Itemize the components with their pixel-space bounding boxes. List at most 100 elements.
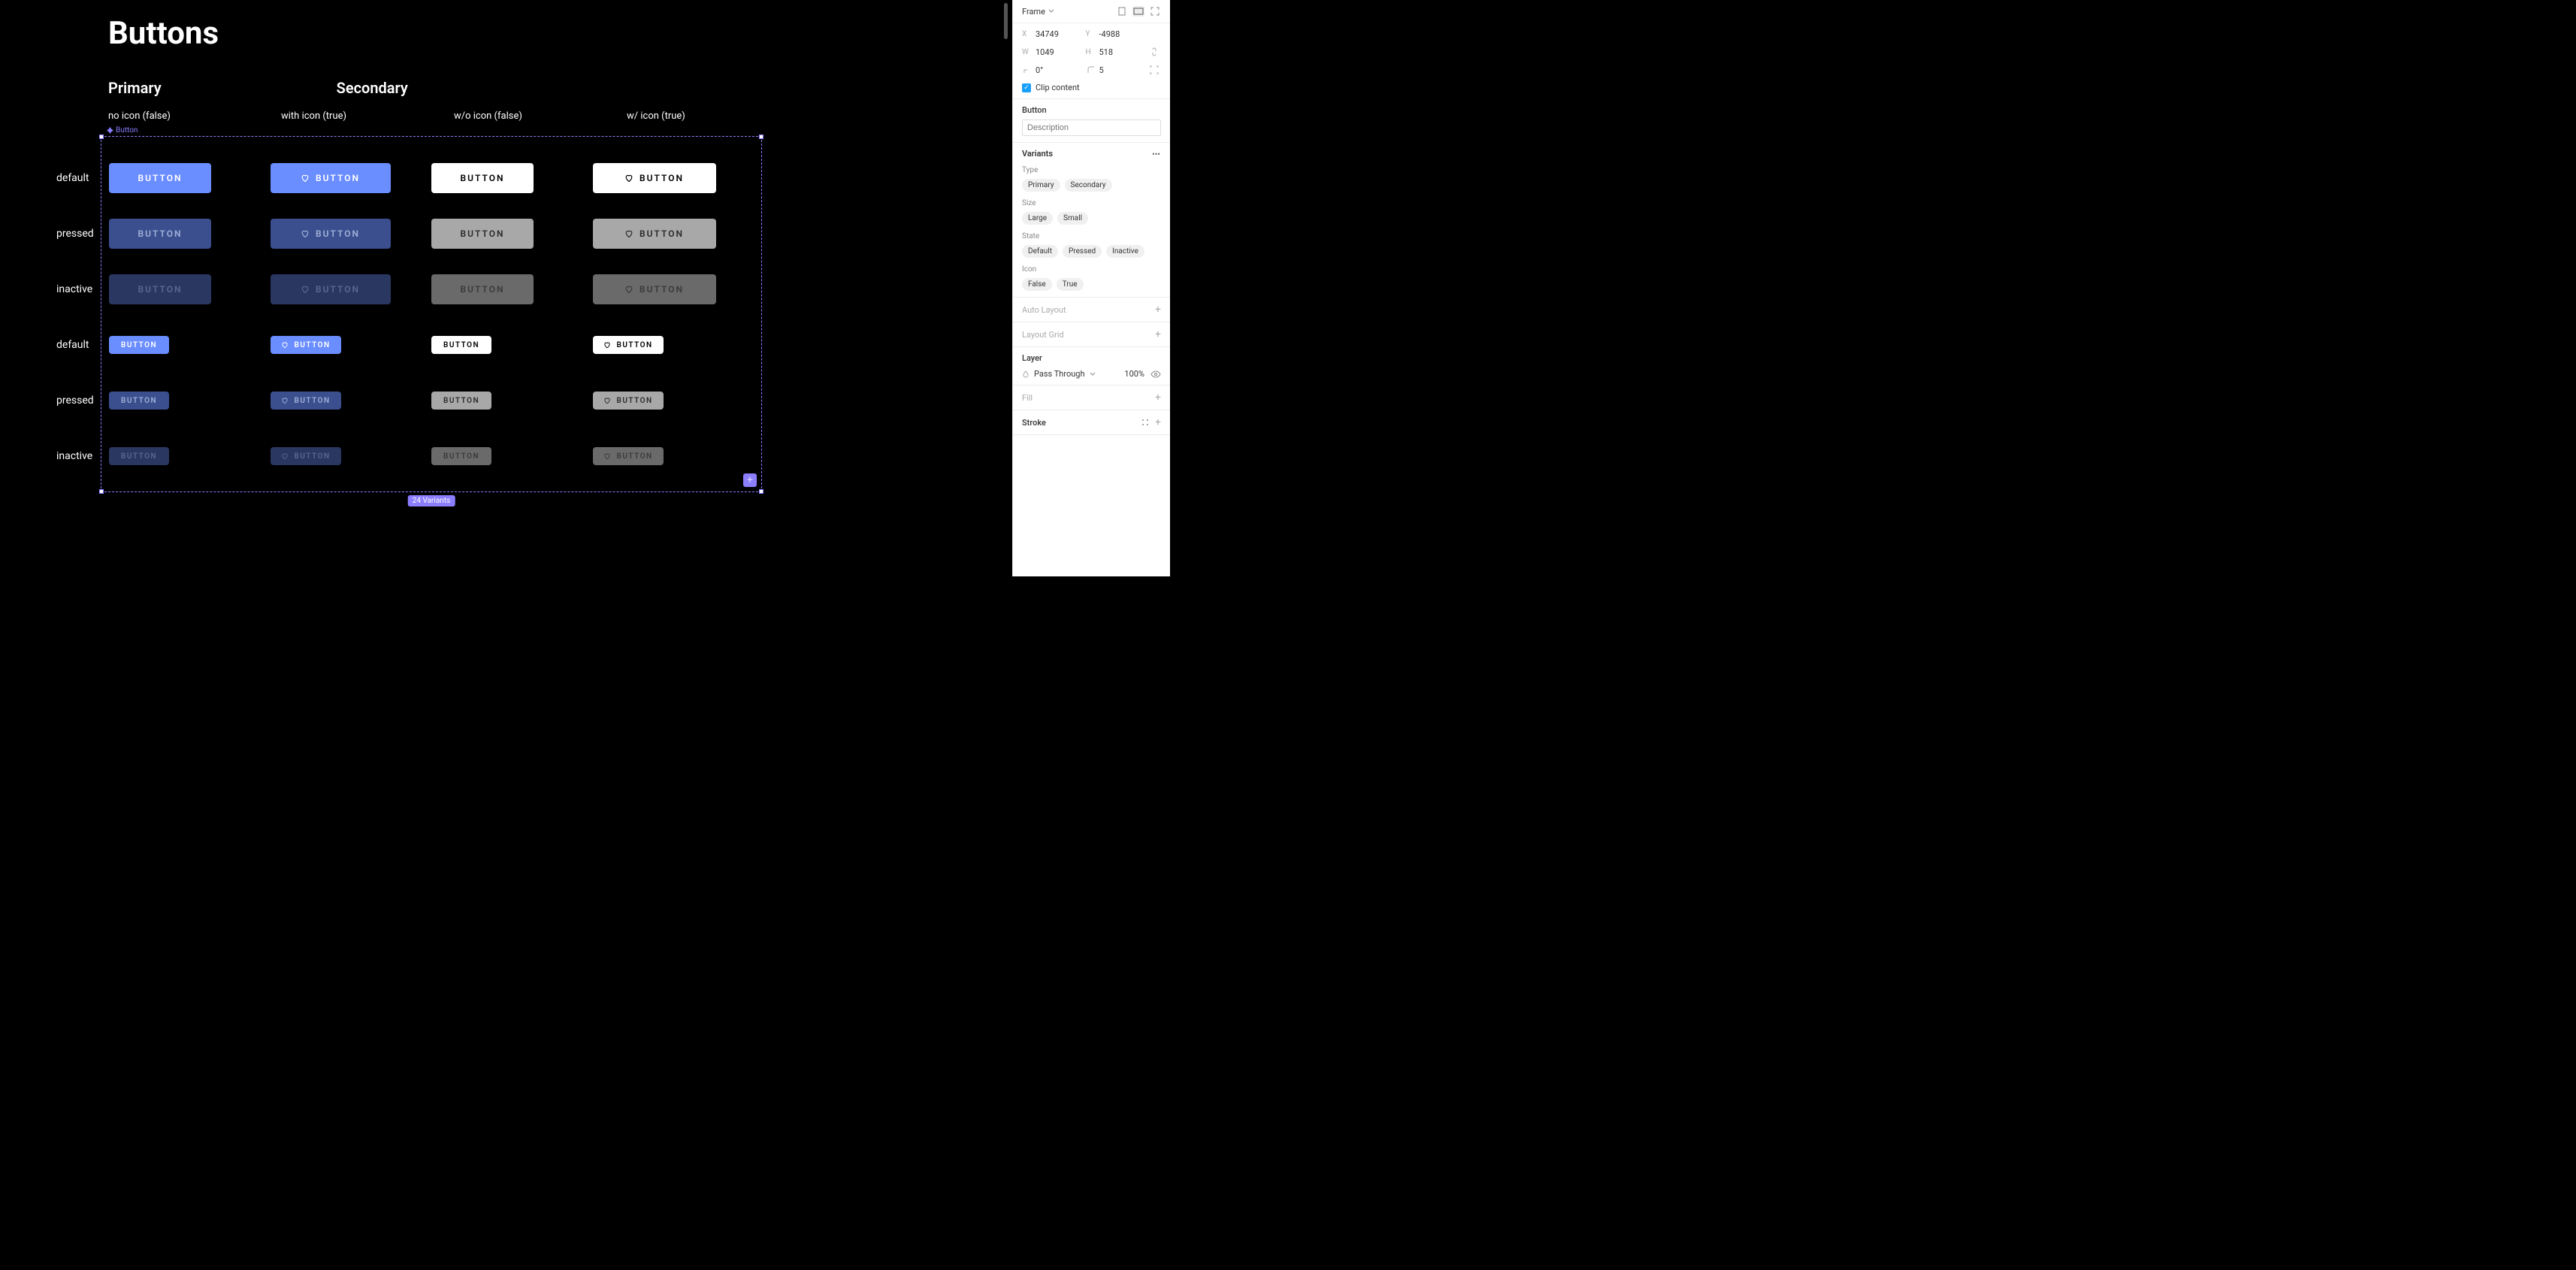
fill-section[interactable]: Fill +: [1013, 386, 1170, 410]
selection-handle[interactable]: [99, 135, 104, 139]
properties-panel: Frame X 34749 Y -4988 W 1049 H 518 0° 5: [1012, 0, 1170, 576]
button-variant-secondary-large-default-icon-true[interactable]: BUTTON: [593, 163, 716, 193]
button-variant-primary-small-default-icon-true[interactable]: BUTTON: [271, 336, 341, 354]
variant-prop-label: Size: [1022, 199, 1161, 207]
button-variant-primary-small-inactive-icon-true[interactable]: BUTTON: [271, 447, 341, 465]
variant-option-primary[interactable]: Primary: [1022, 179, 1060, 192]
add-fill-icon[interactable]: +: [1155, 392, 1161, 404]
style-icon[interactable]: [1141, 419, 1149, 426]
button-variant-secondary-small-default-icon-false[interactable]: BUTTON: [431, 336, 491, 354]
variant-option-default[interactable]: Default: [1022, 245, 1058, 258]
resize-fit-icon[interactable]: [1149, 6, 1161, 17]
variant-row: pressedBUTTONBUTTONBUTTONBUTTON: [109, 373, 754, 428]
variant-option-true[interactable]: True: [1057, 278, 1084, 291]
x-label: X: [1022, 30, 1031, 38]
button-variant-primary-large-default-icon-true[interactable]: BUTTON: [271, 163, 391, 193]
frame-label[interactable]: Button: [107, 126, 1012, 135]
chevron-down-icon: [1048, 8, 1054, 14]
y-label: Y: [1086, 30, 1095, 38]
button-variant-secondary-large-pressed-icon-false[interactable]: BUTTON: [431, 219, 534, 249]
state-label-default: default: [56, 339, 89, 351]
button-variant-primary-large-default-icon-false[interactable]: BUTTON: [109, 163, 211, 193]
variant-property-icon: Icon False True: [1022, 265, 1161, 291]
visibility-icon[interactable]: [1150, 370, 1161, 378]
button-variant-secondary-small-inactive-icon-false[interactable]: BUTTON: [431, 447, 491, 465]
clip-content-checkbox[interactable]: ✓: [1022, 83, 1031, 92]
variant-row: inactiveBUTTONBUTTONBUTTONBUTTON: [109, 428, 754, 484]
button-variant-primary-small-pressed-icon-true[interactable]: BUTTON: [271, 392, 341, 410]
add-stroke-icon[interactable]: +: [1155, 416, 1161, 428]
clip-content-row[interactable]: ✓ Clip content: [1022, 83, 1161, 92]
h-value[interactable]: 518: [1099, 47, 1145, 57]
button-label: BUTTON: [443, 341, 479, 349]
add-variant-button[interactable]: +: [743, 473, 757, 487]
selection-handle[interactable]: [99, 489, 104, 494]
independent-corners-icon[interactable]: [1149, 65, 1160, 75]
radius-icon: [1086, 65, 1096, 75]
portrait-icon[interactable]: [1116, 6, 1128, 17]
component-name: Button: [1022, 105, 1161, 115]
heart-icon: [301, 174, 310, 183]
button-variant-secondary-small-pressed-icon-true[interactable]: BUTTON: [593, 392, 664, 410]
variant-prop-label: Icon: [1022, 265, 1161, 274]
state-label-inactive: inactive: [56, 283, 92, 295]
button-variant-primary-large-inactive-icon-true[interactable]: BUTTON: [271, 274, 391, 304]
variant-option-secondary[interactable]: Secondary: [1065, 179, 1112, 192]
layer-label: Layer: [1022, 353, 1161, 363]
button-label: BUTTON: [316, 284, 360, 295]
chevron-down-icon: [1090, 371, 1096, 377]
w-value[interactable]: 1049: [1036, 47, 1081, 57]
y-value[interactable]: -4988: [1099, 29, 1145, 39]
variant-row: SmalldefaultBUTTONBUTTONBUTTONBUTTON: [109, 317, 754, 373]
button-variant-secondary-large-inactive-icon-false[interactable]: BUTTON: [431, 274, 534, 304]
button-label: BUTTON: [295, 341, 331, 349]
button-variant-secondary-large-inactive-icon-true[interactable]: BUTTON: [593, 274, 716, 304]
button-variant-secondary-small-pressed-icon-false[interactable]: BUTTON: [431, 392, 491, 410]
auto-layout-section[interactable]: Auto Layout +: [1013, 298, 1170, 322]
variants-section: Variants ⋯ TypePrimarySecondarySizeLarge…: [1013, 143, 1170, 298]
button-label: BUTTON: [316, 173, 360, 183]
stroke-section: Stroke +: [1013, 410, 1170, 435]
button-variant-primary-small-default-icon-false[interactable]: BUTTON: [109, 336, 169, 354]
scrollbar[interactable]: [1004, 3, 1008, 39]
variant-option-false[interactable]: False: [1022, 278, 1052, 291]
fill-label: Fill: [1022, 393, 1033, 403]
button-variant-primary-large-pressed-icon-false[interactable]: BUTTON: [109, 219, 211, 249]
button-variant-primary-small-inactive-icon-false[interactable]: BUTTON: [109, 447, 169, 465]
add-auto-layout-icon[interactable]: +: [1155, 304, 1161, 316]
add-layout-grid-icon[interactable]: +: [1155, 328, 1161, 340]
button-variant-secondary-small-default-icon-true[interactable]: BUTTON: [593, 336, 664, 354]
variant-option-large[interactable]: Large: [1022, 212, 1053, 225]
opacity-value[interactable]: 100%: [1124, 369, 1144, 379]
variant-row: LargedefaultBUTTONBUTTONBUTTONBUTTON: [109, 150, 754, 206]
variant-row: inactiveBUTTONBUTTONBUTTONBUTTON: [109, 262, 754, 317]
button-variant-secondary-large-default-icon-false[interactable]: BUTTON: [431, 163, 534, 193]
x-value[interactable]: 34749: [1036, 29, 1081, 39]
button-variant-primary-large-pressed-icon-true[interactable]: BUTTON: [271, 219, 391, 249]
radius-value[interactable]: 5: [1099, 65, 1145, 75]
frame-type-dropdown[interactable]: Frame: [1022, 7, 1054, 17]
layout-grid-label: Layout Grid: [1022, 330, 1064, 340]
clip-content-label: Clip content: [1036, 83, 1080, 92]
variants-menu-icon[interactable]: ⋯: [1152, 149, 1161, 159]
description-input[interactable]: [1022, 119, 1161, 136]
variant-option-small[interactable]: Small: [1057, 212, 1088, 225]
state-label-pressed: pressed: [56, 395, 94, 407]
button-variant-primary-small-pressed-icon-false[interactable]: BUTTON: [109, 392, 169, 410]
heart-icon: [281, 341, 289, 349]
variant-option-pressed[interactable]: Pressed: [1063, 245, 1102, 258]
state-label-pressed: pressed: [56, 228, 94, 240]
variant-option-inactive[interactable]: Inactive: [1106, 245, 1144, 258]
selection-handle[interactable]: [759, 135, 763, 139]
button-variant-secondary-large-pressed-icon-true[interactable]: BUTTON: [593, 219, 716, 249]
blend-mode-dropdown[interactable]: Pass Through: [1022, 369, 1096, 379]
landscape-icon[interactable]: [1132, 6, 1144, 17]
rotation-value[interactable]: 0°: [1036, 65, 1081, 75]
button-variant-secondary-small-inactive-icon-true[interactable]: BUTTON: [593, 447, 664, 465]
button-variant-primary-large-inactive-icon-false[interactable]: BUTTON: [109, 274, 211, 304]
selection-handle[interactable]: [759, 489, 763, 494]
constrain-proportions-icon[interactable]: [1149, 47, 1160, 57]
component-set-frame[interactable]: LargedefaultBUTTONBUTTONBUTTONBUTTONpres…: [101, 136, 762, 492]
layout-grid-section[interactable]: Layout Grid +: [1013, 322, 1170, 347]
component-section: Button: [1013, 99, 1170, 143]
